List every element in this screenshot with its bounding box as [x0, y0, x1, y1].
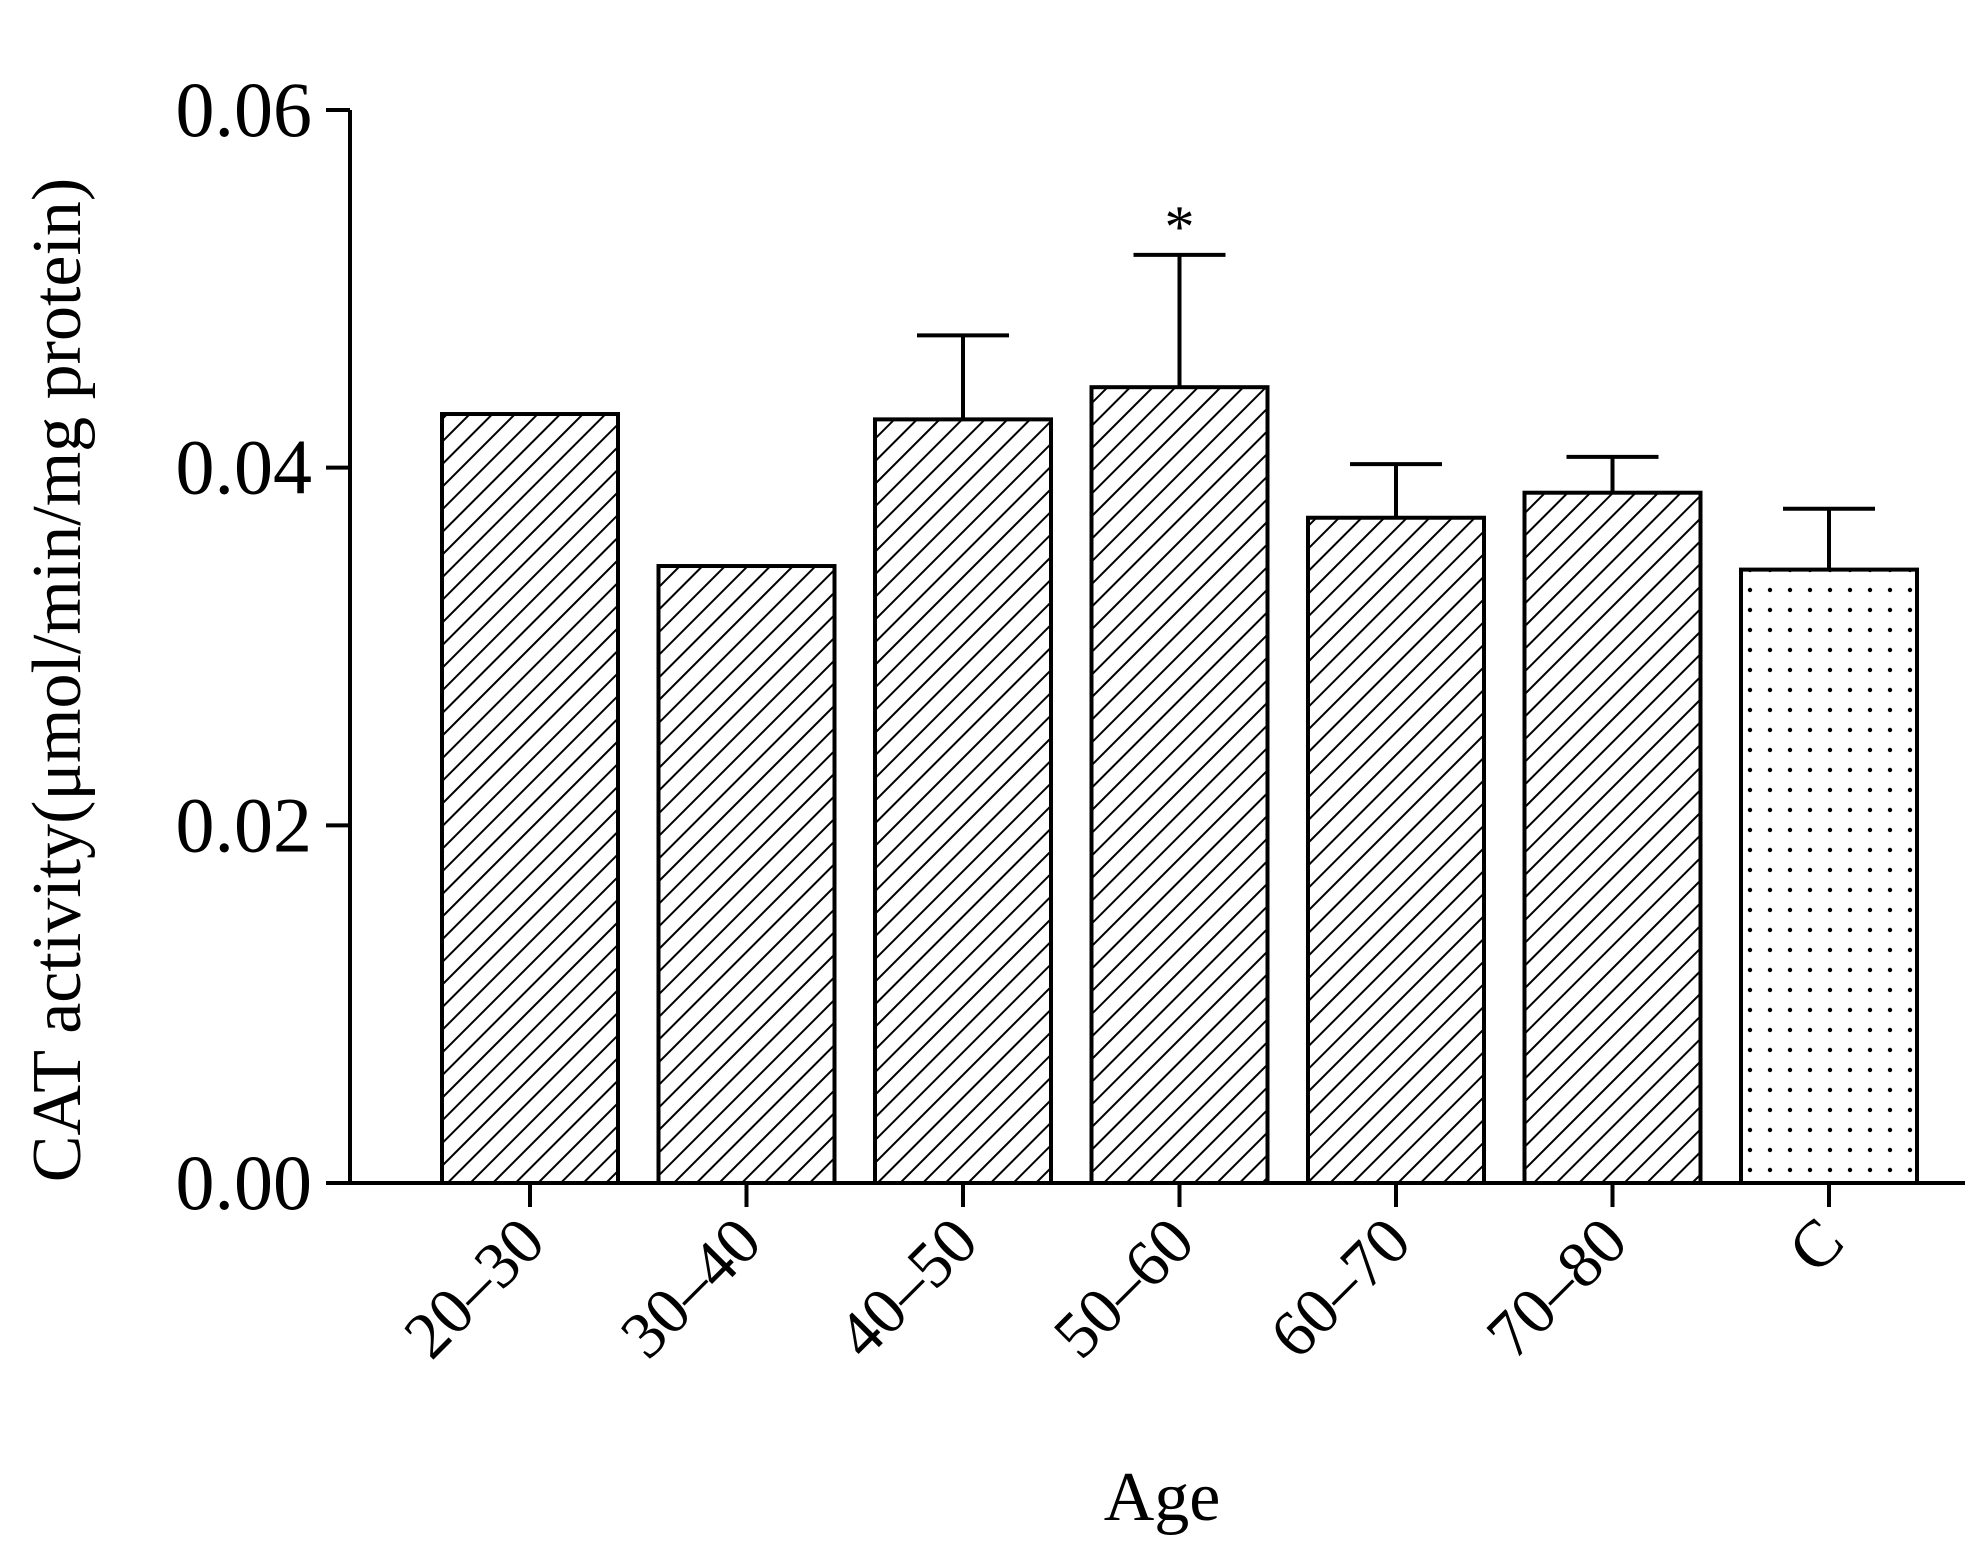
- bars: [440, 385, 1919, 1186]
- y-axis-title: CAT activity(μmol/min/mg protein): [19, 178, 96, 1182]
- error-bar: [1133, 252, 1226, 388]
- bar-20–30: [440, 412, 620, 1185]
- y-tick-label: 0.00: [176, 1139, 313, 1226]
- x-tick-label: 40–50: [823, 1204, 991, 1372]
- y-tick-label: 0.06: [176, 66, 313, 153]
- y-tick-label: 0.04: [176, 424, 313, 511]
- y-axis-ticks: 0.00 0.02 0.04 0.06: [176, 66, 350, 1226]
- error-bar: [1783, 506, 1875, 570]
- x-axis-ticks: 20–30 30–40 40–50 50–60 60–70 70–80 C: [390, 1183, 1858, 1372]
- y-tick-label: 0.02: [176, 781, 313, 868]
- x-tick-label: 30–40: [607, 1204, 775, 1372]
- x-tick-label: 70–80: [1473, 1204, 1641, 1372]
- bar-C: [1739, 567, 1919, 1185]
- error-bar: [917, 333, 1009, 420]
- error-bars: [917, 252, 1875, 570]
- x-tick-label: 50–60: [1040, 1204, 1208, 1372]
- error-bar: [1350, 462, 1442, 518]
- bar-40–50: [873, 417, 1053, 1185]
- x-tick-label: 60–70: [1256, 1204, 1424, 1372]
- bar-70–80: [1522, 490, 1703, 1186]
- significance-annotations: *: [1165, 194, 1195, 260]
- significance-marker: *: [1165, 194, 1195, 260]
- bar-50–60: [1089, 385, 1270, 1186]
- x-tick-label: 20–30: [390, 1204, 558, 1372]
- bar-60–70: [1306, 515, 1486, 1185]
- bar-30–40: [656, 564, 837, 1185]
- error-bar: [1566, 454, 1659, 493]
- x-tick-label: C: [1775, 1204, 1858, 1287]
- x-axis-title: Age: [1104, 1459, 1221, 1536]
